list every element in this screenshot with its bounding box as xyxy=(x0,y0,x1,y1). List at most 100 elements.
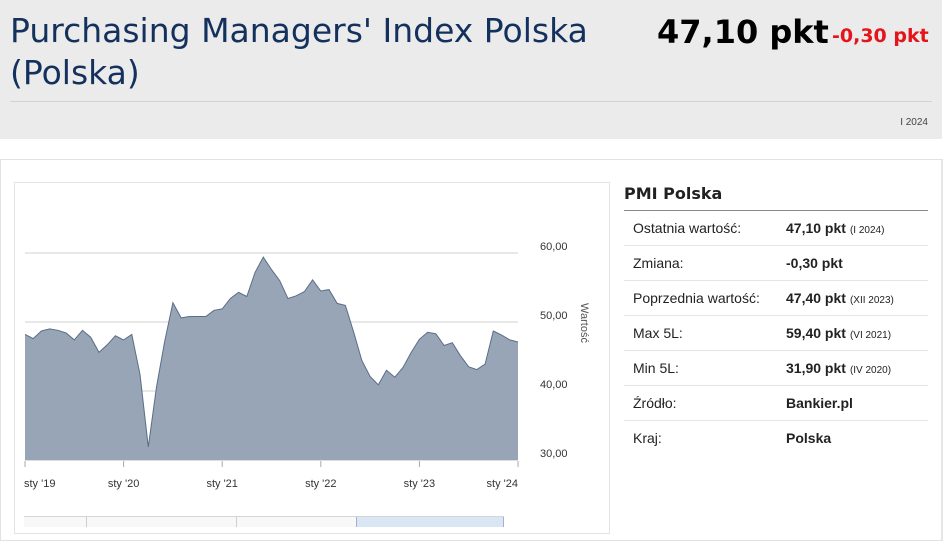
data-point[interactable] xyxy=(188,315,190,317)
info-row-label: Poprzednia wartość: xyxy=(633,290,760,306)
data-point[interactable] xyxy=(106,344,108,346)
info-row-value-text: 47,40 pkt xyxy=(786,290,846,306)
info-row: Zmiana: -0,30 pkt xyxy=(624,246,928,281)
data-point[interactable] xyxy=(517,341,519,343)
data-point[interactable] xyxy=(476,368,478,370)
data-point[interactable] xyxy=(344,304,346,306)
data-point[interactable] xyxy=(435,333,437,335)
data-point[interactable] xyxy=(81,329,83,331)
info-row-value: -0,30 pkt xyxy=(786,246,843,280)
data-point[interactable] xyxy=(410,351,412,353)
info-row: Min 5L: 31,90 pkt (IV 2020) xyxy=(624,351,928,386)
data-point[interactable] xyxy=(164,340,166,342)
data-point[interactable] xyxy=(468,366,470,368)
data-point[interactable] xyxy=(155,386,157,388)
data-point[interactable] xyxy=(90,336,92,338)
info-row-label: Min 5L: xyxy=(633,360,679,376)
info-row-value-text: 31,90 pkt xyxy=(786,360,846,376)
data-point[interactable] xyxy=(221,308,223,310)
data-point[interactable] xyxy=(57,329,59,331)
data-point[interactable] xyxy=(262,256,264,258)
data-point[interactable] xyxy=(139,373,141,375)
data-point[interactable] xyxy=(311,279,313,281)
y-axis-ticks: 30,00 40,00 50,00 60,00 xyxy=(540,241,568,460)
data-point[interactable] xyxy=(484,363,486,365)
data-point[interactable] xyxy=(205,315,207,317)
data-point[interactable] xyxy=(418,338,420,340)
data-point[interactable] xyxy=(320,290,322,292)
info-row-label: Max 5L: xyxy=(633,325,683,341)
data-point[interactable] xyxy=(131,333,133,335)
data-point[interactable] xyxy=(353,331,355,333)
info-row-label: Źródło: xyxy=(633,395,677,411)
x-tick-label: sty '24 xyxy=(487,478,518,490)
data-point[interactable] xyxy=(369,375,371,377)
data-point[interactable] xyxy=(229,297,231,299)
data-point[interactable] xyxy=(98,351,100,353)
data-point[interactable] xyxy=(303,290,305,292)
data-point[interactable] xyxy=(24,333,26,335)
data-point[interactable] xyxy=(361,359,363,361)
info-row-date: (VI 2021) xyxy=(849,330,892,341)
data-point[interactable] xyxy=(40,330,42,332)
navigator-mark xyxy=(236,517,237,527)
page-title: Purchasing Managers' Index Polska (Polsk… xyxy=(10,11,588,92)
data-point[interactable] xyxy=(328,288,330,290)
chart-container[interactable]: 30,00 40,00 50,00 60,00 sty '19 sty '20 sty '… xyxy=(14,182,610,534)
data-point[interactable] xyxy=(147,446,149,448)
data-point[interactable] xyxy=(237,291,239,293)
info-row-value: 47,10 pkt (I 2024) xyxy=(786,211,884,248)
data-point[interactable] xyxy=(451,342,453,344)
data-point[interactable] xyxy=(213,309,215,311)
data-point[interactable] xyxy=(492,330,494,332)
data-point[interactable] xyxy=(73,339,75,341)
data-point[interactable] xyxy=(172,302,174,304)
data-point[interactable] xyxy=(270,268,272,270)
data-point[interactable] xyxy=(385,369,387,371)
info-row-date: (IV 2020) xyxy=(849,365,892,376)
info-panel: PMI Polska Ostatnia wartość: 47,10 pkt (I … xyxy=(624,180,928,455)
info-row-label: Zmiana: xyxy=(633,255,684,271)
info-row-value-text: 47,10 pkt xyxy=(786,220,846,236)
data-point[interactable] xyxy=(394,376,396,378)
info-row-value-text: 59,40 pkt xyxy=(786,325,846,341)
data-point[interactable] xyxy=(443,344,445,346)
navigator-mark xyxy=(86,517,87,527)
data-point[interactable] xyxy=(114,335,116,337)
data-point[interactable] xyxy=(402,366,404,368)
data-point[interactable] xyxy=(295,295,297,297)
data-point[interactable] xyxy=(246,295,248,297)
data-point[interactable] xyxy=(500,334,502,336)
info-row-value: Polska xyxy=(786,421,831,455)
y-axis-label: Wartość xyxy=(578,303,590,343)
data-point[interactable] xyxy=(509,339,511,341)
period-label: I 2024 xyxy=(900,117,928,128)
navigator-scrollbar[interactable] xyxy=(24,516,504,527)
info-row-value-text: -0,30 pkt xyxy=(786,255,843,271)
x-tick-label: sty '22 xyxy=(305,478,336,490)
info-row-date: (XII 2023) xyxy=(849,295,894,306)
data-point[interactable] xyxy=(65,332,67,334)
info-row-date: (I 2024) xyxy=(849,225,885,236)
y-tick-label: 50,00 xyxy=(540,310,568,322)
data-point[interactable] xyxy=(336,302,338,304)
info-row: Ostatnia wartość: 47,10 pkt (I 2024) xyxy=(624,211,928,246)
data-point[interactable] xyxy=(32,337,34,339)
data-point[interactable] xyxy=(254,271,256,273)
data-point[interactable] xyxy=(377,384,379,386)
current-value: 47,10 pkt xyxy=(657,13,829,51)
data-point[interactable] xyxy=(122,339,124,341)
data-point[interactable] xyxy=(196,315,198,317)
y-tick-label: 40,00 xyxy=(540,379,568,391)
change-value: -0,30 pkt xyxy=(832,25,929,47)
data-point[interactable] xyxy=(426,331,428,333)
data-point[interactable] xyxy=(49,328,51,330)
y-tick-label: 60,00 xyxy=(540,241,568,253)
data-point[interactable] xyxy=(279,279,281,281)
navigator-handle[interactable] xyxy=(356,517,504,527)
data-point[interactable] xyxy=(180,317,182,319)
area-fill xyxy=(25,257,518,460)
data-point[interactable] xyxy=(459,355,461,357)
data-point[interactable] xyxy=(287,297,289,299)
